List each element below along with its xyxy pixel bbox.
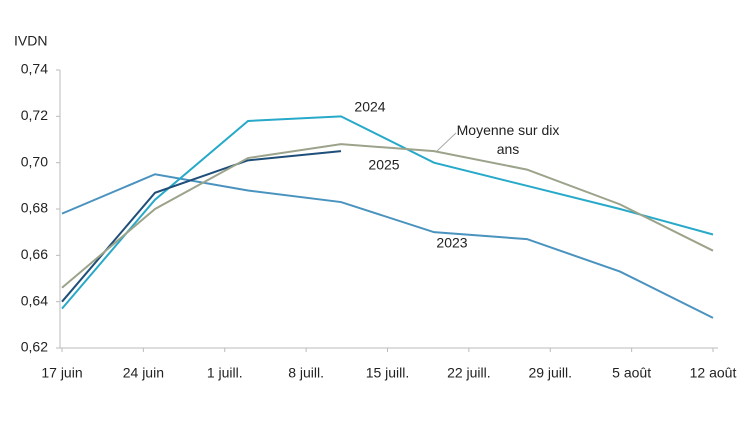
y-tick-label: 0,64 xyxy=(21,292,48,308)
y-tick-label: 0,70 xyxy=(21,153,48,169)
series-label: 2023 xyxy=(436,235,467,251)
y-tick-label: 0,68 xyxy=(21,200,48,216)
series-line xyxy=(61,143,714,289)
y-tick-label: 0,66 xyxy=(21,246,48,262)
leader-line xyxy=(436,132,457,152)
x-tick-label: 8 juill. xyxy=(288,365,324,381)
y-tick-label: 0,74 xyxy=(21,61,48,77)
y-axis-label: IVDN xyxy=(14,33,47,49)
x-tick-label: 15 juill. xyxy=(366,365,410,381)
series-label: 2025 xyxy=(368,157,399,173)
x-tick-label: 22 juill. xyxy=(447,365,491,381)
x-tick-label: 12 août xyxy=(690,365,737,381)
series-line xyxy=(61,115,714,310)
x-tick-label: 29 juill. xyxy=(528,365,572,381)
series-line xyxy=(61,173,714,319)
series-line xyxy=(61,150,342,303)
x-tick-label: 24 juin xyxy=(123,365,164,381)
y-tick-label: 0,72 xyxy=(21,107,48,123)
x-tick-label: 1 juill. xyxy=(207,365,243,381)
series-label: 2024 xyxy=(354,99,385,115)
series-label: Moyenne sur dix ans xyxy=(456,122,560,157)
y-tick-label: 0,62 xyxy=(21,339,48,355)
x-tick-label: 17 juin xyxy=(41,365,82,381)
x-tick-label: 5 août xyxy=(612,365,651,381)
